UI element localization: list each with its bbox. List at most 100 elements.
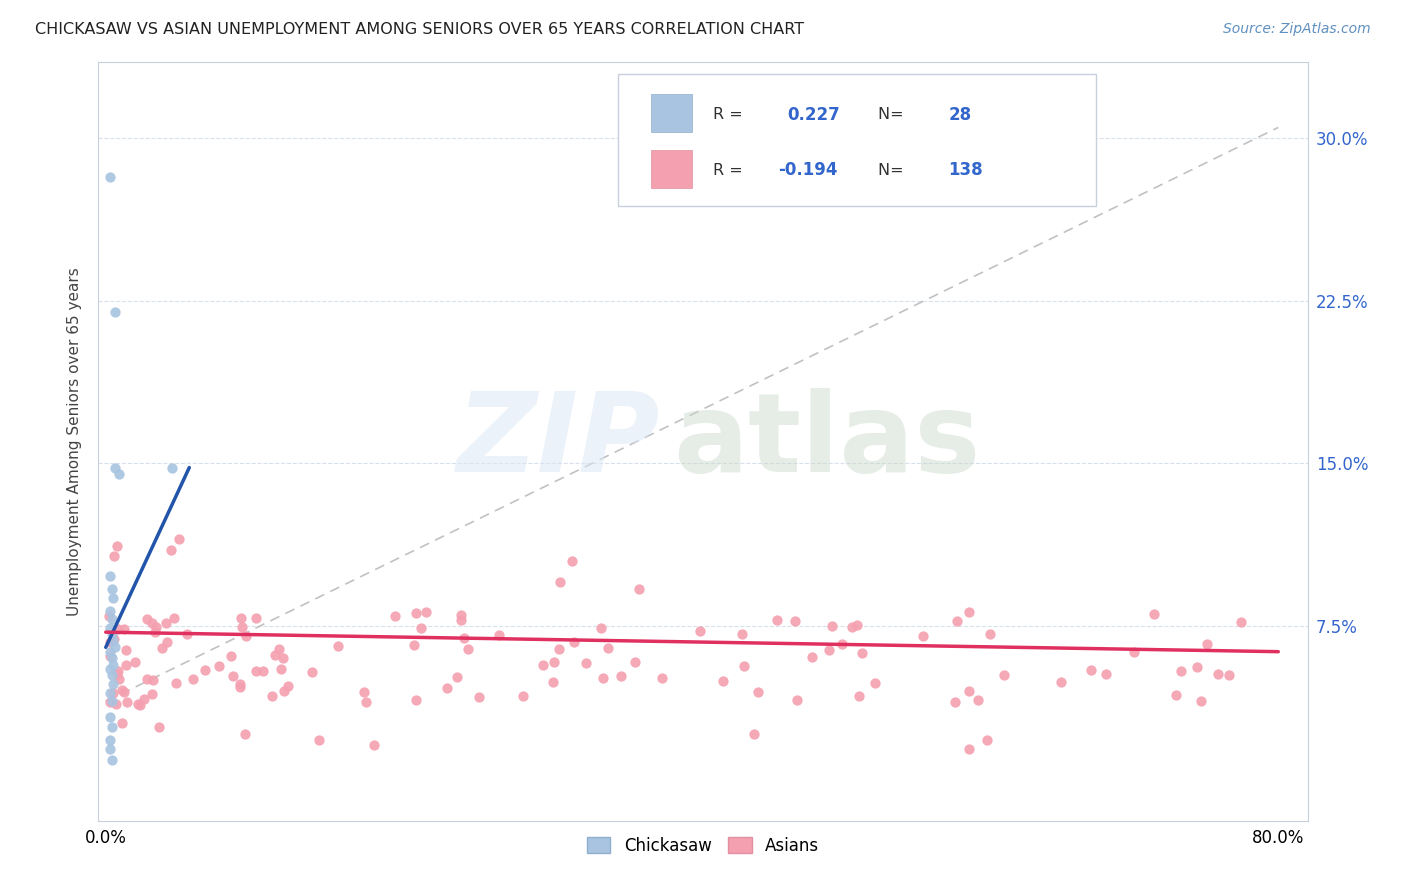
Point	[713, 674, 735, 689]
Point	[176, 627, 198, 641]
FancyBboxPatch shape	[651, 150, 692, 187]
Point	[145, 620, 167, 634]
Point	[98, 569, 121, 583]
Point	[848, 690, 870, 704]
FancyBboxPatch shape	[619, 74, 1097, 207]
Point	[98, 662, 121, 676]
Point	[269, 642, 291, 657]
Point	[1218, 667, 1240, 681]
Point	[101, 677, 124, 691]
Point	[103, 460, 125, 475]
Point	[101, 686, 124, 700]
Point	[733, 658, 755, 673]
Point	[831, 637, 853, 651]
Point	[100, 668, 122, 682]
Point	[548, 642, 571, 657]
Point	[98, 648, 121, 663]
Point	[1189, 694, 1212, 708]
Point	[105, 667, 128, 681]
Point	[976, 733, 998, 747]
Point	[467, 690, 489, 704]
Point	[786, 693, 808, 707]
Point	[993, 667, 1015, 681]
Point	[219, 649, 242, 664]
Point	[1185, 660, 1208, 674]
Point	[101, 633, 124, 648]
Point	[142, 673, 165, 687]
Point	[747, 685, 769, 699]
Point	[115, 642, 138, 657]
Point	[957, 742, 980, 756]
Point	[783, 614, 806, 628]
Point	[446, 669, 468, 683]
Text: R =: R =	[713, 107, 748, 122]
Point	[979, 627, 1001, 641]
Point	[531, 658, 554, 673]
Point	[235, 629, 257, 643]
Point	[160, 460, 183, 475]
Point	[488, 628, 510, 642]
Point	[100, 753, 122, 767]
Point	[252, 665, 274, 679]
Point	[766, 614, 789, 628]
Text: ZIP: ZIP	[457, 388, 661, 495]
Point	[273, 683, 295, 698]
Point	[132, 692, 155, 706]
Point	[450, 607, 472, 622]
Point	[141, 687, 163, 701]
Point	[651, 671, 673, 685]
Point	[143, 625, 166, 640]
Point	[222, 668, 245, 682]
Point	[155, 616, 177, 631]
Text: N=: N=	[879, 107, 910, 122]
Point	[100, 612, 122, 626]
Point	[245, 664, 267, 678]
Point	[689, 624, 711, 638]
Point	[104, 697, 127, 711]
Point	[301, 665, 323, 679]
Point	[1080, 664, 1102, 678]
Point	[98, 645, 121, 659]
Point	[384, 608, 406, 623]
Point	[543, 655, 565, 669]
Point	[115, 658, 138, 673]
Point	[277, 679, 299, 693]
Point	[135, 673, 157, 687]
Point	[101, 657, 124, 672]
Point	[264, 648, 287, 662]
Point	[148, 721, 170, 735]
Point	[98, 733, 121, 747]
Point	[589, 621, 612, 635]
Y-axis label: Unemployment Among Seniors over 65 years: Unemployment Among Seniors over 65 years	[67, 268, 83, 615]
Point	[112, 622, 135, 636]
Text: 28: 28	[949, 106, 972, 124]
Point	[353, 685, 375, 699]
Point	[967, 693, 990, 707]
Point	[548, 575, 571, 590]
Point	[1164, 688, 1187, 702]
Point	[103, 632, 125, 647]
Point	[111, 683, 134, 698]
Point	[150, 640, 173, 655]
Point	[627, 582, 650, 596]
Point	[98, 635, 121, 649]
Point	[98, 621, 121, 635]
Point	[181, 673, 204, 687]
Point	[245, 611, 267, 625]
Point	[1229, 615, 1251, 630]
Point	[1143, 607, 1166, 621]
Point	[98, 170, 121, 185]
Point	[308, 733, 330, 747]
Point	[103, 640, 125, 655]
Point	[453, 631, 475, 645]
Point	[117, 695, 139, 709]
Point	[235, 727, 257, 741]
Point	[800, 649, 823, 664]
Point	[107, 665, 129, 679]
Point	[415, 605, 437, 619]
Point	[865, 675, 887, 690]
Point	[326, 639, 349, 653]
Point	[159, 542, 181, 557]
Point	[598, 641, 620, 656]
Point	[821, 619, 844, 633]
